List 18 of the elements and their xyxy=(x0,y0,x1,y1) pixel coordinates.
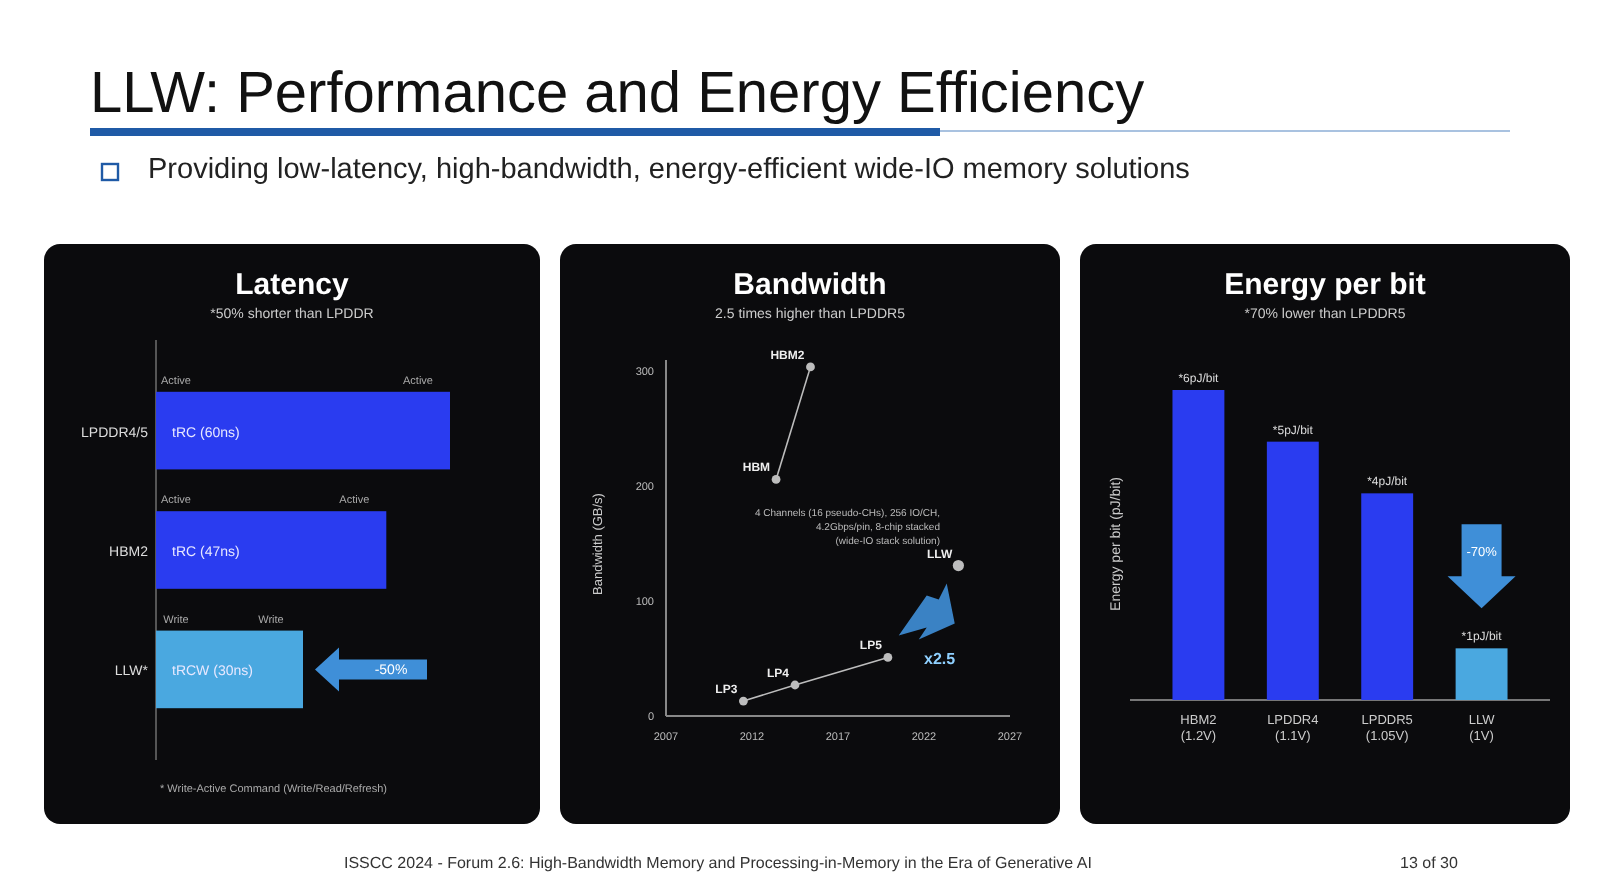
text: 13 of 30 xyxy=(1400,854,1459,872)
chart-title: Energy per bit xyxy=(1224,268,1426,302)
point xyxy=(806,362,815,372)
chart-title: Bandwidth xyxy=(733,268,887,302)
text: Providing low-latency, high-bandwidth, energy-efficient wide-IO memory solutions xyxy=(148,154,1192,186)
point xyxy=(739,696,748,706)
bar xyxy=(1361,493,1414,700)
text: LLW: Performance and Energy Efficiency xyxy=(90,62,1146,126)
point xyxy=(771,475,781,484)
bar xyxy=(1455,648,1508,700)
point xyxy=(790,680,800,690)
annotation: x2.5 xyxy=(924,650,957,669)
chart-title: Latency xyxy=(235,268,350,302)
point xyxy=(883,653,893,662)
point xyxy=(952,559,964,572)
bar xyxy=(1172,390,1225,700)
bar xyxy=(1266,441,1319,700)
text: ISSCC 2024 - Forum 2.6: High-Bandwidth Memory and Processing-in-Memory in the Era of Generative AI xyxy=(344,854,1092,872)
